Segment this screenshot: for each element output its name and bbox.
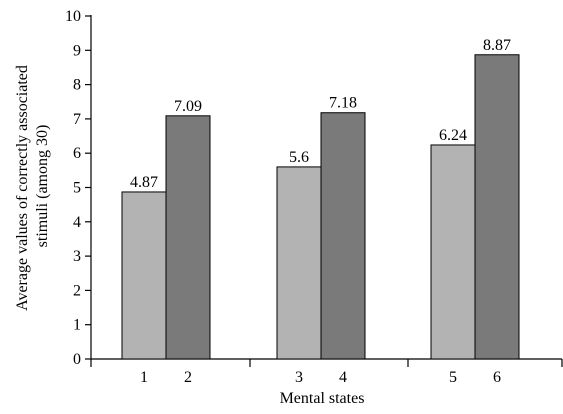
bars: 4.87 7.09 5.6 7.18 6.24 8.87 (121, 37, 520, 360)
y-tick-label: 9 (73, 42, 81, 59)
y-axis-label-line-2: stimuli (among 30) (34, 125, 51, 248)
x-axis-label: Mental states (280, 390, 365, 407)
y-ticks: 0 1 2 3 4 5 6 7 8 9 10 (65, 8, 91, 368)
bar (276, 166, 322, 360)
bar-value-label: 6.24 (439, 127, 467, 144)
y-tick-label: 3 (73, 248, 81, 265)
y-tick-label: 7 (73, 111, 81, 128)
bar (430, 144, 476, 360)
bar-value-label: 7.18 (329, 95, 357, 112)
y-tick-label: 6 (73, 145, 81, 162)
y-tick-label: 10 (65, 8, 81, 25)
y-axis-label: Average values of correctly associated s… (14, 61, 51, 311)
x-ticks: 1 2 3 4 5 6 (90, 359, 563, 386)
x-tick-label: 2 (184, 369, 192, 386)
x-tick-label: 3 (295, 369, 303, 386)
x-tick-label: 4 (339, 369, 347, 386)
bar (320, 112, 366, 360)
y-tick-label: 5 (73, 180, 81, 197)
y-axis-label-line-1: Average values of correctly associated (14, 65, 31, 311)
y-tick-label: 8 (73, 77, 81, 94)
y-tick-label: 4 (73, 214, 81, 231)
x-tick-label: 6 (493, 369, 501, 386)
bar-value-label: 4.87 (130, 174, 158, 191)
y-tick-label: 0 (73, 351, 81, 368)
y-tick-label: 1 (73, 317, 81, 334)
x-tick-label: 1 (140, 369, 148, 386)
bar-value-label: 5.6 (289, 149, 309, 166)
bar (165, 115, 211, 360)
bar (121, 191, 167, 360)
bar (474, 54, 520, 360)
bar-value-label: 7.09 (174, 98, 202, 115)
x-tick-label: 5 (449, 369, 457, 386)
y-tick-label: 2 (73, 282, 81, 299)
bar-value-label: 8.87 (483, 37, 511, 54)
